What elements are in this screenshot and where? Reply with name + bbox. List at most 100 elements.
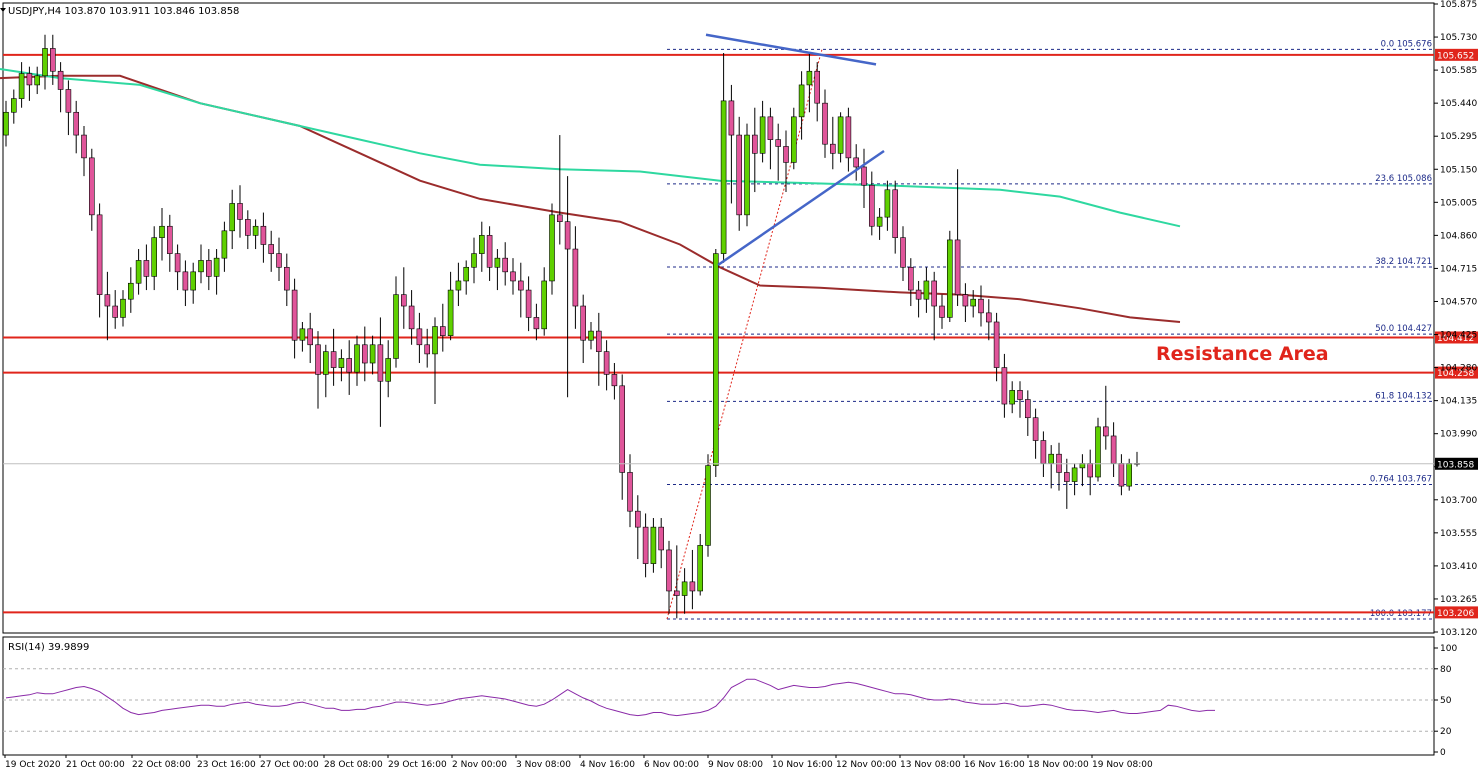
y-tick-label: 105.295 [1440, 132, 1477, 142]
candle-bear [907, 266, 914, 291]
candle-bear [962, 294, 969, 307]
candle-bull [135, 260, 142, 284]
candle-bull [705, 465, 711, 546]
candle-bull [876, 216, 883, 227]
x-tick-label: 2 Nov 00:00 [452, 760, 507, 770]
y-tick-label: 104.860 [1440, 231, 1477, 241]
x-tick-label: 27 Oct 00:00 [260, 760, 319, 770]
candle-bear [1017, 390, 1023, 400]
rsi-y-tick-label: 0 [1440, 748, 1446, 758]
candle-bear [89, 157, 95, 216]
candle-bull [151, 237, 157, 277]
candle-bear [1087, 463, 1093, 478]
candle-bear [954, 239, 961, 295]
candle-bear [900, 237, 906, 268]
y-tick-label: 105.730 [1440, 33, 1477, 43]
candle-bear [525, 289, 532, 318]
candle-bull [1048, 453, 1054, 464]
rsi-title: RSI(14) 39.9899 [8, 642, 89, 653]
y-tick-label: 103.990 [1440, 430, 1477, 440]
y-tick-label: 103.555 [1440, 529, 1477, 539]
candle-bear [65, 89, 72, 113]
candle-bear [439, 326, 446, 336]
x-tick-label: 18 Nov 00:00 [1028, 760, 1089, 770]
candle-bear [424, 344, 431, 355]
candle-bear [377, 344, 384, 382]
candle-bull [720, 100, 727, 254]
candle-bull [322, 351, 329, 375]
x-tick-label: 21 Oct 00:00 [66, 760, 125, 770]
candle-bull [1126, 463, 1132, 487]
candle-bear [689, 581, 696, 592]
candle-bear [564, 221, 571, 250]
candle-bull [478, 235, 485, 254]
candle-bull [697, 545, 704, 592]
y-tick-label: 103.410 [1440, 562, 1477, 572]
trendline-upper[interactable] [705, 33, 877, 66]
candle-bear [985, 312, 992, 323]
candle-bear [853, 157, 860, 168]
candle-bull [884, 189, 891, 218]
candle-bear [666, 549, 672, 592]
x-tick-label: 16 Nov 16:00 [964, 760, 1025, 770]
y-tick-label: 105.875 [1440, 0, 1477, 10]
candle-bear [346, 358, 353, 373]
candle-bull [650, 526, 657, 564]
candle-bear [517, 280, 524, 291]
candle-bear [502, 257, 509, 273]
candle-bear [400, 294, 407, 307]
candle-bear [1032, 417, 1039, 441]
candle-bull [837, 116, 844, 154]
x-tick-label: 19 Oct 2020 [5, 760, 61, 770]
candle-bear [978, 298, 984, 314]
x-tick-label: 22 Oct 08:00 [132, 760, 191, 770]
candle-bear [736, 134, 743, 216]
candle-bear [26, 73, 33, 86]
candle-bull [354, 344, 360, 373]
x-tick-label: 23 Oct 16:00 [197, 760, 256, 770]
candle-bear [603, 351, 610, 375]
candle-bull [1009, 390, 1016, 405]
candle-bear [931, 280, 938, 307]
candle-bear [627, 472, 633, 512]
rsi-panel [2, 636, 1435, 756]
x-tick-label: 4 Nov 16:00 [580, 760, 635, 770]
candle-bear [268, 244, 275, 254]
candle-bear [822, 102, 828, 145]
y-tick-label: 105.440 [1440, 99, 1477, 109]
candle-bull [299, 328, 306, 341]
candle-bear [143, 260, 150, 277]
candle-bull [923, 280, 930, 300]
symbol-title: USDJPY,H4 103.870 103.911 103.846 103.85… [8, 6, 239, 17]
x-tick-label: 29 Oct 16:00 [388, 760, 447, 770]
candle-bear [868, 184, 875, 227]
horizontal-level-box [1435, 606, 1478, 619]
candle-bear [728, 100, 735, 136]
y-tick-label: 104.135 [1440, 397, 1477, 407]
candle-bull [128, 282, 134, 300]
fib-level-label: 0.0 105.676 [1381, 39, 1432, 49]
candle-bear [1110, 435, 1117, 464]
candle-bear [486, 235, 493, 268]
y-tick-label: 103.700 [1440, 496, 1477, 506]
candle-bull [471, 253, 477, 268]
candle-bull [455, 280, 462, 291]
candle-bull [588, 330, 594, 341]
dropdown-icon[interactable] [0, 8, 6, 12]
candle-bear [81, 134, 87, 159]
candle-bull [1071, 467, 1078, 482]
candle-bear [775, 139, 782, 147]
rsi-y-tick-label: 50 [1440, 696, 1452, 706]
horizontal-level-label: 105.652 [1437, 51, 1474, 61]
trendline-lower[interactable] [717, 149, 885, 267]
rsi-y-tick-label: 80 [1440, 665, 1452, 675]
candle-bull [120, 298, 126, 318]
y-tick-label: 103.265 [1440, 595, 1477, 605]
candle-bull [34, 75, 41, 86]
candle-bear [1064, 472, 1070, 482]
candle-bear [104, 294, 111, 307]
candle-bull [11, 98, 17, 113]
candle-bull [681, 581, 688, 596]
